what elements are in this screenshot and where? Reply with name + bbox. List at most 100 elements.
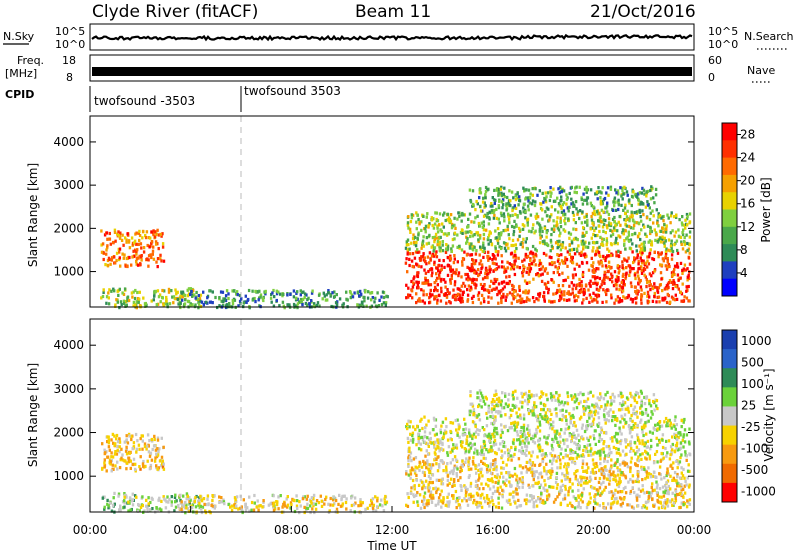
- power-echo-cell-5: [439, 228, 442, 232]
- velocity-echo-cell-1: [164, 506, 168, 510]
- power-echo-cell-5: [561, 243, 564, 247]
- velocity-echo-cell-3: [501, 488, 504, 492]
- power-echo-cell-0: [147, 258, 150, 262]
- power-echo-cell-1: [126, 299, 129, 303]
- velocity-echo-cell-3: [444, 503, 447, 507]
- power-echo-cell-4: [644, 275, 647, 279]
- power-echo-cell-5: [629, 226, 633, 230]
- power-echo-cell-4: [625, 266, 628, 270]
- power-echo-cell-4: [529, 267, 533, 271]
- velocity-echo-cell-4: [642, 504, 645, 508]
- velocity-echo-cell-2: [201, 505, 205, 509]
- power-echo-cell-5: [622, 232, 625, 236]
- power-echo-cell-5: [482, 232, 486, 237]
- power-echo-cell-6: [554, 208, 557, 212]
- power-echo-cell-4: [614, 282, 617, 286]
- velocity-echo-cell-5: [598, 433, 601, 437]
- power-echo-cell-0: [119, 264, 122, 268]
- power-echo-cell-5: [659, 240, 663, 244]
- power-echo-cell-3: [491, 253, 495, 257]
- velocity-echo-cell-2: [218, 500, 221, 504]
- velocity-echo-cell-4: [646, 500, 650, 504]
- velocity-echo-cell-2: [218, 495, 221, 499]
- velocity-echo-cell-0: [107, 438, 110, 442]
- velocity-echo-cell-4: [609, 473, 612, 477]
- velocity-echo-cell-5: [620, 432, 623, 436]
- power-echo-cell-5: [424, 230, 427, 234]
- power-echo-cell-4: [525, 299, 528, 303]
- power-echo-cell-2: [271, 291, 274, 295]
- power-echo-cell-6: [567, 209, 570, 213]
- power-echo-cell-5: [658, 214, 662, 218]
- velocity-echo-cell-4: [555, 459, 558, 463]
- velocity-echo-cell-2: [194, 505, 198, 509]
- velocity-echo-cell-3: [501, 460, 505, 464]
- power-echo-cell-0: [111, 256, 114, 260]
- power-echo-cell-4: [546, 271, 549, 275]
- power-echo-cell-3: [420, 265, 423, 269]
- velocity-echo-cell-2: [210, 503, 213, 507]
- velocity-echo-cell-4: [677, 482, 680, 486]
- power-echo-cell-3: [459, 298, 462, 303]
- velocity-echo-cell-4: [582, 487, 585, 491]
- velocity-echo-cell-0: [141, 462, 145, 466]
- velocity-echo-cell-0: [120, 447, 123, 451]
- power-echo-cell-5: [449, 213, 453, 217]
- power-echo-cell-5: [688, 212, 692, 216]
- velocity-echo-cell-5: [485, 424, 489, 428]
- power-echo-cell-2: [235, 292, 238, 296]
- power-echo-cell-6: [599, 190, 602, 194]
- power-echo-cell-5: [570, 241, 574, 245]
- power-echo-cell-6: [590, 204, 593, 208]
- velocity-echo-cell-4: [603, 459, 606, 463]
- velocity-echo-cell-4: [549, 459, 552, 463]
- power-echo-cell-1: [164, 302, 167, 306]
- power-echo-cell-0: [144, 234, 147, 238]
- velocity-echo-cell-2: [301, 497, 305, 501]
- power-echo-cell-6: [640, 191, 643, 195]
- velocity-echo-cell-4: [675, 459, 678, 463]
- velocity-echo-cell-4: [660, 495, 663, 499]
- power-echo-cell-4: [573, 252, 577, 256]
- power-echo-cell-6: [560, 206, 563, 210]
- velocity-echo-cell-4: [602, 471, 605, 476]
- velocity-echo-cell-5: [516, 415, 519, 419]
- power-echo-cell-5: [506, 228, 510, 232]
- power-echo-cell-2: [313, 302, 316, 306]
- power-echo-cell-5: [473, 245, 476, 249]
- power-echo-cell-5: [600, 237, 604, 241]
- power-echo-cell-4: [559, 297, 562, 301]
- power-echo-cell-4: [526, 290, 529, 294]
- velocity-echo-cell-4: [627, 480, 630, 484]
- power-echo-cell-3: [417, 298, 421, 302]
- velocity-echo-cell-3: [491, 499, 494, 503]
- power-echo-cell-1: [189, 287, 192, 291]
- velocity-echo-cell-5: [455, 446, 459, 450]
- power-echo-cell-4: [614, 278, 618, 282]
- power-echo-cell-0: [160, 234, 163, 238]
- power-echo-cell-5: [521, 241, 524, 245]
- nave-label: Nave: [747, 64, 775, 77]
- power-echo-cell-5: [450, 247, 453, 251]
- velocity-echo-cell-2: [370, 498, 373, 502]
- power-echo-cell-6: [508, 189, 511, 193]
- power-echo-cell-4: [556, 288, 559, 293]
- power-colorbar-swatches: [722, 123, 737, 297]
- power-echo-cell-3: [443, 293, 446, 297]
- velocity-echo-cell-3: [417, 483, 421, 487]
- velocity-echo-cell-1: [127, 500, 130, 504]
- power-echo-cell-6: [562, 209, 566, 213]
- power-echo-cell-5: [552, 229, 556, 233]
- power-echo-cell-0: [105, 248, 108, 252]
- velocity-echo-cell-2: [186, 494, 189, 498]
- velocity-echo-cell-4: [556, 495, 559, 499]
- velocity-echo-cell-1: [110, 509, 114, 513]
- power-colorbar-frame: [721, 122, 738, 297]
- velocity-echo-cell-2: [272, 501, 276, 505]
- velocity-echo-cell-3: [479, 468, 482, 472]
- velocity-echo-cell-0: [134, 462, 137, 466]
- power-echo-cell-5: [412, 233, 415, 237]
- power-echo-cell-4: [511, 293, 515, 297]
- power-echo-cell-4: [650, 274, 653, 278]
- power-echo-cell-4: [518, 284, 521, 289]
